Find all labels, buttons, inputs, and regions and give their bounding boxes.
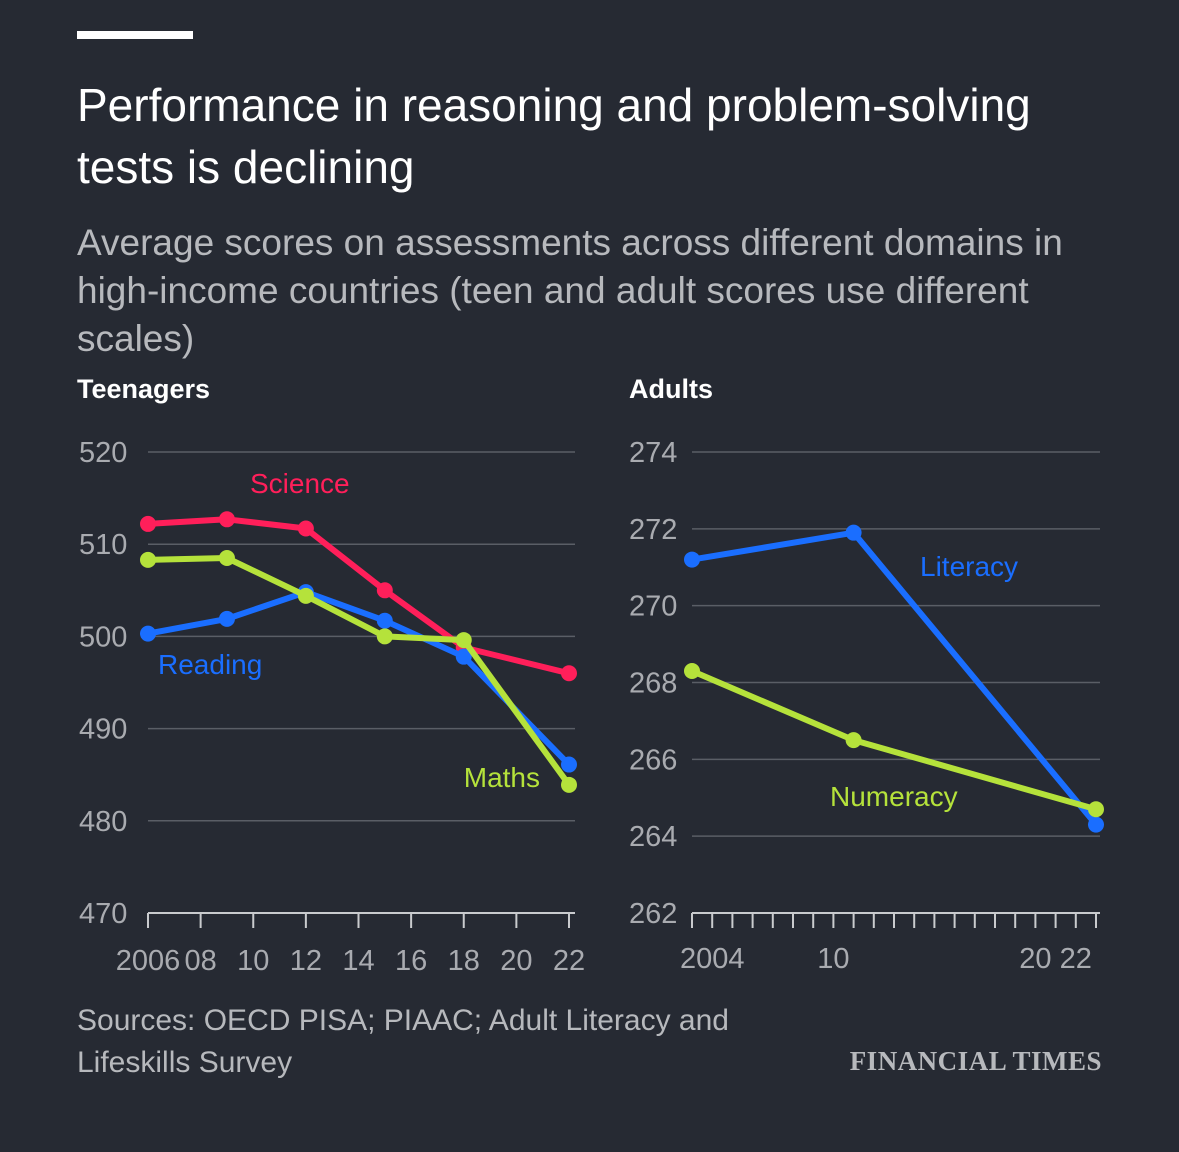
teen-x-tick-label: 08 [184,945,216,977]
teen-science-series-label: Science [250,468,350,499]
teen-x-tick-label: 18 [448,945,480,977]
teen-y-tick-label: 510 [79,529,127,561]
teen-y-tick-label: 490 [79,714,127,746]
adult-x-tick-label: 2004 [680,943,745,975]
teen-science-point [218,511,235,528]
adult-y-tick-label: 272 [629,514,677,546]
teen-maths-point [297,587,314,604]
adult-numeracy-point [684,662,700,679]
teen-reading-point [455,648,472,665]
adult-numeracy-series-label: Numeracy [830,781,958,812]
teen-x-tick-label: 2006 [116,945,181,977]
teen-x-tick-label: 14 [342,945,374,977]
teen-maths-point [455,632,472,649]
teen-x-tick-label: 22 [553,945,585,977]
source-note: Sources: OECD PISA; PIAAC; Adult Literac… [77,1004,729,1079]
teen-x-tick-label: 10 [237,945,269,977]
teen-reading-line [145,589,572,768]
teen-science-point [561,665,577,682]
teen-y-tick-label: 470 [79,898,127,930]
adult-y-tick-label: 270 [629,591,677,623]
teen-science-point [140,515,156,532]
teen-maths-series-label: Maths [464,762,540,793]
adult-literacy-series-label: Literacy [920,551,1018,582]
adult-numeracy-point [1088,801,1104,818]
adult-y-tick-label: 262 [629,898,677,930]
adult-y-tick-label: 274 [629,437,677,469]
teen-reading-point [140,625,156,642]
teen-x-tick-label: 20 [500,945,532,977]
adult-literacy-point [684,551,700,568]
teen-y-tick-label: 500 [79,621,127,653]
teen-science-point [376,582,393,599]
teen-y-tick-label: 520 [79,437,127,469]
teen-maths-point [218,550,235,567]
adult-literacy-point [1088,816,1104,833]
adult-y-tick-label: 268 [629,668,677,700]
teen-reading-point [561,756,577,773]
teen-maths-point [561,776,577,793]
teen-reading-point [376,612,393,629]
teen-maths-point [376,628,393,645]
adult-x-tick-label: 20 [1019,943,1051,975]
teen-reading-series-label: Reading [158,649,262,680]
teen-maths-point [140,551,156,568]
teen-x-tick-label: 12 [290,945,322,977]
teen-science-point [297,520,314,537]
teen-maths-line [145,555,572,788]
panel-title-adults: Adults [629,374,713,404]
adult-numeracy-point [845,732,862,749]
brand-logo: FINANCIAL TIMES [849,1046,1102,1076]
adult-y-tick-label: 264 [629,821,677,853]
teen-reading-point [218,610,235,627]
adult-literacy-point [845,524,862,541]
panel-title-teenagers: Teenagers [77,374,211,404]
teen-y-tick-label: 480 [79,806,127,838]
teen-science-line [145,516,572,677]
title-accent-bar [77,31,193,39]
chart-subtitle: Average scores on assessments across dif… [77,222,1063,359]
adult-x-tick-label: 22 [1060,943,1092,975]
chart-title: Performance in reasoning and problem-sol… [77,79,1031,193]
adult-x-tick-label: 10 [817,943,849,975]
adult-y-tick-label: 266 [629,744,677,776]
teen-x-tick-label: 16 [395,945,427,977]
